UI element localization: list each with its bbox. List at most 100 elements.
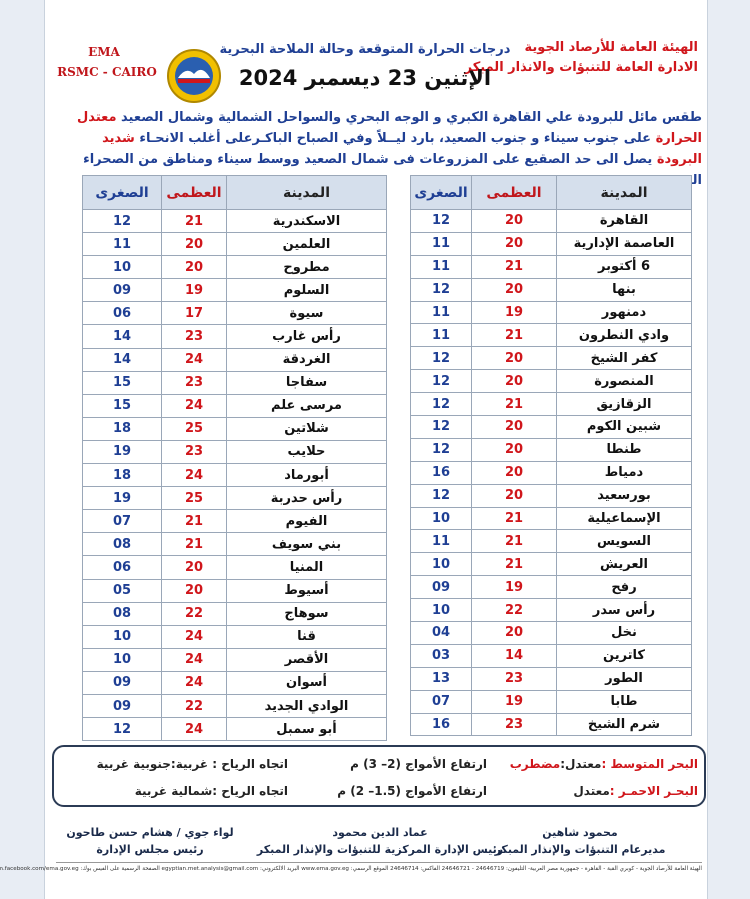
org-line: الادارة العامة للتنبؤات والانذار المبكر — [464, 60, 698, 75]
city-name: دمياط — [556, 460, 692, 485]
max-temp: 21 — [471, 552, 557, 577]
signature: محمود شاهين مديرعام التنبؤات والإنذار ال… — [460, 824, 700, 858]
table-row: الاسكندرية 21 12 — [82, 208, 387, 234]
min-temp: 10 — [82, 255, 162, 280]
city-name: طابا — [556, 689, 692, 714]
table-row: الزقازيق 21 12 — [410, 392, 692, 417]
city-name: المنيا — [226, 555, 387, 580]
column-header: الصغرى — [82, 175, 162, 210]
max-temp: 23 — [161, 370, 227, 395]
city-name: الأقصر — [226, 647, 387, 672]
max-temp: 21 — [471, 529, 557, 554]
signature-role: رئيس مجلس الإدارة — [96, 843, 204, 856]
city-name: الغردقة — [226, 347, 387, 372]
min-temp: 10 — [410, 598, 472, 623]
table-row: أسوان 24 09 — [82, 670, 387, 695]
table-row: أبورماد 24 18 — [82, 463, 387, 488]
city-name: أبو سمبل — [226, 717, 387, 742]
wave-height: ارتفاع الأمواج (1.5– 2) م — [337, 784, 487, 798]
city-name: سوهاج — [226, 601, 387, 626]
city-name: العريش — [556, 552, 692, 577]
temperature-table: المدينة العظمى الصغرى القاهرة 20 12 العاصمة ال… — [410, 175, 692, 737]
min-temp: 11 — [82, 232, 162, 257]
min-temp: 07 — [82, 509, 162, 534]
max-temp: 22 — [161, 601, 227, 626]
max-temp: 20 — [471, 483, 557, 508]
table-row: كاترين 14 03 — [410, 643, 692, 668]
logo — [167, 49, 221, 103]
min-temp: 12 — [410, 415, 472, 439]
city-name: العاصمة الإدارية — [556, 231, 692, 256]
table-row: رفح 19 09 — [410, 575, 692, 600]
table-row: بني سويف 21 08 — [82, 532, 387, 557]
table-row: الإسماعيلية 21 10 — [410, 506, 692, 531]
city-name: شلاتين — [226, 416, 387, 441]
rsmc-label: RSMC - CAIRO — [57, 65, 157, 79]
date: الإثنين 23 ديسمبر 2024 — [238, 66, 492, 90]
min-temp: 19 — [82, 439, 162, 465]
min-temp: 03 — [410, 643, 472, 668]
max-temp: 23 — [471, 666, 557, 691]
sea-state: البحر المتوسط :معتدل:مضطرب — [510, 757, 698, 771]
table-row: الوادي الجديد 22 09 — [82, 693, 387, 719]
max-temp: 22 — [471, 598, 557, 623]
max-temp: 24 — [161, 393, 227, 418]
min-temp: 15 — [82, 370, 162, 395]
sea-state: البحـر الاحمـر :معتدل — [573, 784, 698, 798]
organization: الهيئة العامة للأرصاد الجوية الادارة الع… — [465, 38, 698, 78]
wind-direction: اتجاه الرياح :شمالية غربية — [134, 784, 288, 798]
min-temp: 11 — [410, 300, 472, 325]
max-temp: 20 — [471, 369, 557, 394]
max-temp: 21 — [161, 509, 227, 534]
table-row: الغردقة 24 14 — [82, 347, 387, 372]
column-header: المدينة — [556, 175, 692, 210]
city-name: مطروح — [226, 255, 387, 280]
text-highlight: شديد البرودة — [102, 131, 702, 167]
table-row: طابا 19 07 — [410, 689, 692, 714]
signature-role: رئيس الإدارة المركزية للتنبؤات والإنذار … — [256, 843, 504, 856]
table-row: رأس حدربة 25 19 — [82, 486, 387, 511]
min-temp: 09 — [82, 693, 162, 719]
table-row: رأس غارب 23 14 — [82, 324, 387, 349]
max-temp: 21 — [471, 506, 557, 531]
sea-condition: معتدل — [573, 784, 610, 798]
sea-condition: معتدل: — [560, 757, 602, 771]
city-name: دمنهور — [556, 300, 692, 325]
table-row: كفر الشيخ 20 12 — [410, 346, 692, 371]
signature: لواء جوي / هشام حسن طاحون رئيس مجلس الإد… — [30, 824, 270, 858]
max-temp: 20 — [161, 555, 227, 580]
table-row: سيوة 17 06 — [82, 301, 387, 326]
max-temp: 19 — [471, 689, 557, 714]
city-name: أسيوط — [226, 578, 387, 603]
max-temp: 23 — [161, 439, 227, 465]
min-temp: 13 — [410, 666, 472, 691]
max-temp: 19 — [471, 300, 557, 325]
city-name: حلايب — [226, 439, 387, 465]
min-temp: 07 — [410, 689, 472, 714]
table-row: المنيا 20 06 — [82, 555, 387, 580]
footer: الهيئة العامة للأرصاد الجوية - كوبري الق… — [0, 866, 702, 872]
max-temp: 21 — [471, 392, 557, 417]
min-temp: 10 — [82, 647, 162, 672]
max-temp: 22 — [161, 693, 227, 719]
table-row: شلاتين 25 18 — [82, 416, 387, 441]
table-row: السلوم 19 09 — [82, 278, 387, 303]
max-temp: 23 — [471, 712, 557, 737]
min-temp: 12 — [410, 437, 472, 462]
city-name: بورسعيد — [556, 483, 692, 508]
city-name: القاهرة — [556, 209, 692, 233]
city-name: المنصورة — [556, 369, 692, 394]
min-temp: 18 — [82, 416, 162, 441]
city-name: شبين الكوم — [556, 415, 692, 439]
sea-name: البحـر الاحمـر : — [609, 784, 698, 798]
city-name: الزقازيق — [556, 392, 692, 417]
min-temp: 08 — [82, 601, 162, 626]
max-temp: 24 — [161, 463, 227, 488]
column-header: العظمى — [161, 175, 227, 210]
min-temp: 11 — [410, 231, 472, 256]
city-name: رفح — [556, 575, 692, 600]
min-temp: 14 — [82, 324, 162, 349]
max-temp: 19 — [471, 575, 557, 600]
min-temp: 05 — [82, 578, 162, 603]
max-temp: 19 — [161, 278, 227, 303]
